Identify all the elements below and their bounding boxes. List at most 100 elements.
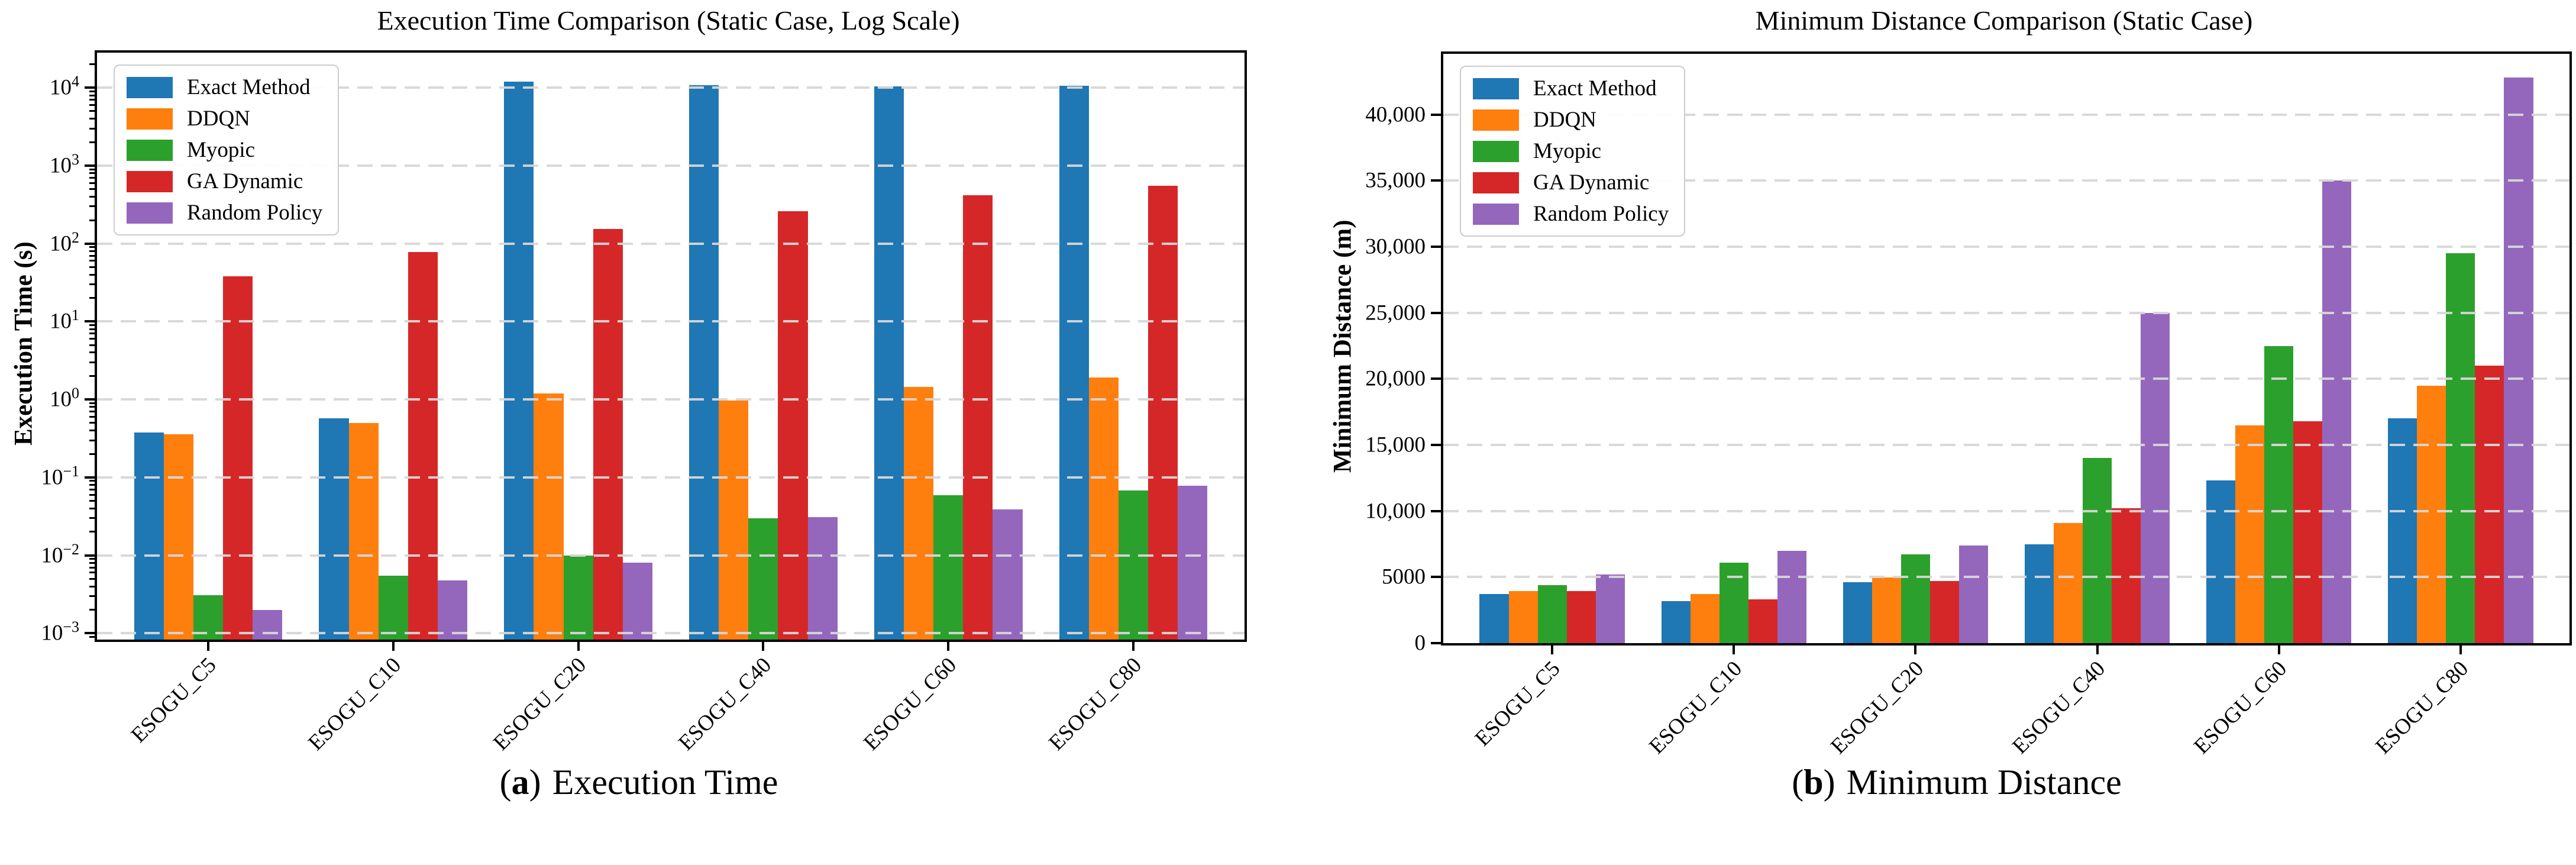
x-tick-label: ESOGU_C20 [489, 653, 592, 756]
bar-myopic-esogu-c60 [933, 495, 964, 640]
bar-exact-method-esogu-c20 [504, 81, 534, 640]
legend-label: Myopic [187, 138, 256, 162]
y-axis-minor-tick [89, 260, 95, 262]
y-axis-minor-tick [89, 90, 95, 92]
bar-exact-method-esogu-c10 [319, 418, 349, 640]
legend-swatch-random-policy [1473, 203, 1519, 225]
x-axis-tick [1914, 645, 1917, 654]
x-tick-label: ESOGU_C10 [1644, 656, 1747, 759]
bar-exact-method-esogu-c40 [689, 85, 719, 640]
y-axis-tick [1431, 311, 1441, 314]
y-tick-label: 102 [50, 228, 79, 256]
y-axis-tick [1431, 113, 1441, 116]
y-axis-minor-tick [89, 110, 95, 112]
legend-item-ga-dynamic: GA Dynamic [1473, 172, 1669, 193]
x-tick-label: ESOGU_C5 [126, 653, 221, 748]
y-tick-label: 100 [50, 385, 79, 412]
bar-ga-dynamic-esogu-c80 [1148, 186, 1178, 640]
y-axis-minor-tick [89, 63, 95, 66]
y-axis-minor-tick [89, 635, 95, 638]
x-axis-tick [947, 642, 950, 651]
y-axis-minor-tick [89, 273, 95, 276]
x-axis-tick [2096, 645, 2099, 654]
bar-myopic-esogu-c80 [2446, 253, 2475, 643]
x-tick-label: ESOGU_C5 [1470, 656, 1565, 751]
bar-ga-dynamic-esogu-c80 [2475, 366, 2504, 643]
y-axis-minor-tick [89, 566, 95, 569]
bar-ddqn-esogu-c5 [1508, 590, 1538, 643]
legend-item-exact-method: Exact Method [1473, 78, 1669, 99]
y-axis-minor-tick [89, 118, 95, 120]
bar-exact-method-esogu-c80 [2387, 418, 2417, 643]
y-axis-tick [1431, 444, 1441, 447]
bar-ddqn-esogu-c10 [1690, 593, 1720, 643]
y-axis-minor-tick [89, 328, 95, 330]
bar-myopic-esogu-c5 [1537, 585, 1567, 643]
x-tick-label: ESOGU_C60 [859, 653, 961, 756]
y-axis-minor-tick [89, 182, 95, 184]
y-axis-minor-tick [89, 254, 95, 257]
y-axis-label: Minimum Distance (m) [1321, 51, 1364, 641]
y-axis-tick [85, 320, 95, 323]
x-tick-label: ESOGU_C20 [1826, 656, 1929, 759]
legend-swatch-ddqn [1473, 109, 1519, 131]
y-axis-minor-tick [89, 344, 95, 346]
caption: (a) Execution Time [500, 762, 778, 803]
y-axis-label-text: Execution Time (s) [9, 241, 38, 446]
x-tick-label: ESOGU_C40 [2008, 656, 2110, 759]
panel-execution-time: Execution Time Comparison (Static Case, … [9, 5, 1247, 803]
y-axis-minor-tick [89, 493, 95, 496]
y-axis-minor-tick [89, 531, 95, 533]
y-axis-minor-tick [89, 375, 95, 377]
legend-item-exact-method: Exact Method [127, 76, 322, 98]
bar-ddqn-esogu-c20 [534, 393, 564, 640]
legend-swatch-ga-dynamic [1473, 172, 1519, 193]
y-axis-minor-tick [89, 333, 95, 335]
y-axis-minor-tick [89, 572, 95, 574]
y-tick-label: 103 [50, 151, 79, 178]
caption-letter: a [511, 763, 529, 802]
y-axis-minor-tick [89, 577, 95, 580]
panel-minimum-distance: Minimum Distance Comparison (Static Case… [1288, 0, 2576, 865]
legend-label: DDQN [1533, 108, 1596, 132]
y-axis-minor-tick [89, 195, 95, 198]
bar-ddqn-esogu-c60 [904, 386, 934, 640]
y-axis-tick [85, 86, 95, 89]
y-axis-minor-tick [89, 411, 95, 413]
legend-label: GA Dynamic [1533, 170, 1650, 195]
y-axis-minor-tick [89, 361, 95, 363]
y-axis-minor-tick [89, 609, 95, 611]
bar-ga-dynamic-esogu-c20 [593, 228, 623, 640]
y-axis-minor-tick [89, 338, 95, 340]
x-axis-tick [2459, 645, 2462, 654]
y-axis-minor-tick [89, 324, 95, 326]
gridline [1443, 246, 2569, 248]
caption-paren-close: ) [529, 763, 541, 802]
bar-myopic-esogu-c10 [378, 575, 408, 640]
bar-myopic-esogu-c40 [2082, 458, 2112, 643]
y-axis-minor-tick [89, 188, 95, 191]
y-axis-tick [1431, 377, 1441, 380]
y-axis-minor-tick [89, 484, 95, 486]
y-axis-minor-tick [89, 94, 95, 96]
y-axis-minor-tick [89, 297, 95, 299]
chart-title: Minimum Distance Comparison (Static Case… [1755, 5, 2253, 35]
y-axis-minor-tick [89, 500, 95, 502]
x-tick-label: ESOGU_C80 [2371, 656, 2474, 759]
legend-item-ddqn: DDQN [127, 108, 322, 130]
bar-exact-method-esogu-c20 [1843, 582, 1872, 643]
bar-myopic-esogu-c20 [563, 555, 593, 640]
plot-area: 10−3 10−2 10−1 100 101 102 103 104 ESOGU_C5 ESOGU… [41, 50, 1247, 755]
legend-item-ga-dynamic: GA Dynamic [127, 170, 322, 192]
bar-myopic-esogu-c80 [1119, 490, 1149, 640]
bar-random-policy-esogu-c60 [2322, 180, 2352, 643]
legend-swatch-myopic [1473, 140, 1519, 162]
y-axis-tick [85, 632, 95, 635]
bar-myopic-esogu-c10 [1719, 563, 1748, 643]
y-axis-tick [1431, 179, 1441, 182]
y-axis-minor-tick [89, 351, 95, 354]
bar-random-policy-esogu-c60 [993, 509, 1023, 640]
bar-random-policy-esogu-c10 [437, 580, 467, 640]
bar-myopic-esogu-c5 [193, 595, 223, 640]
